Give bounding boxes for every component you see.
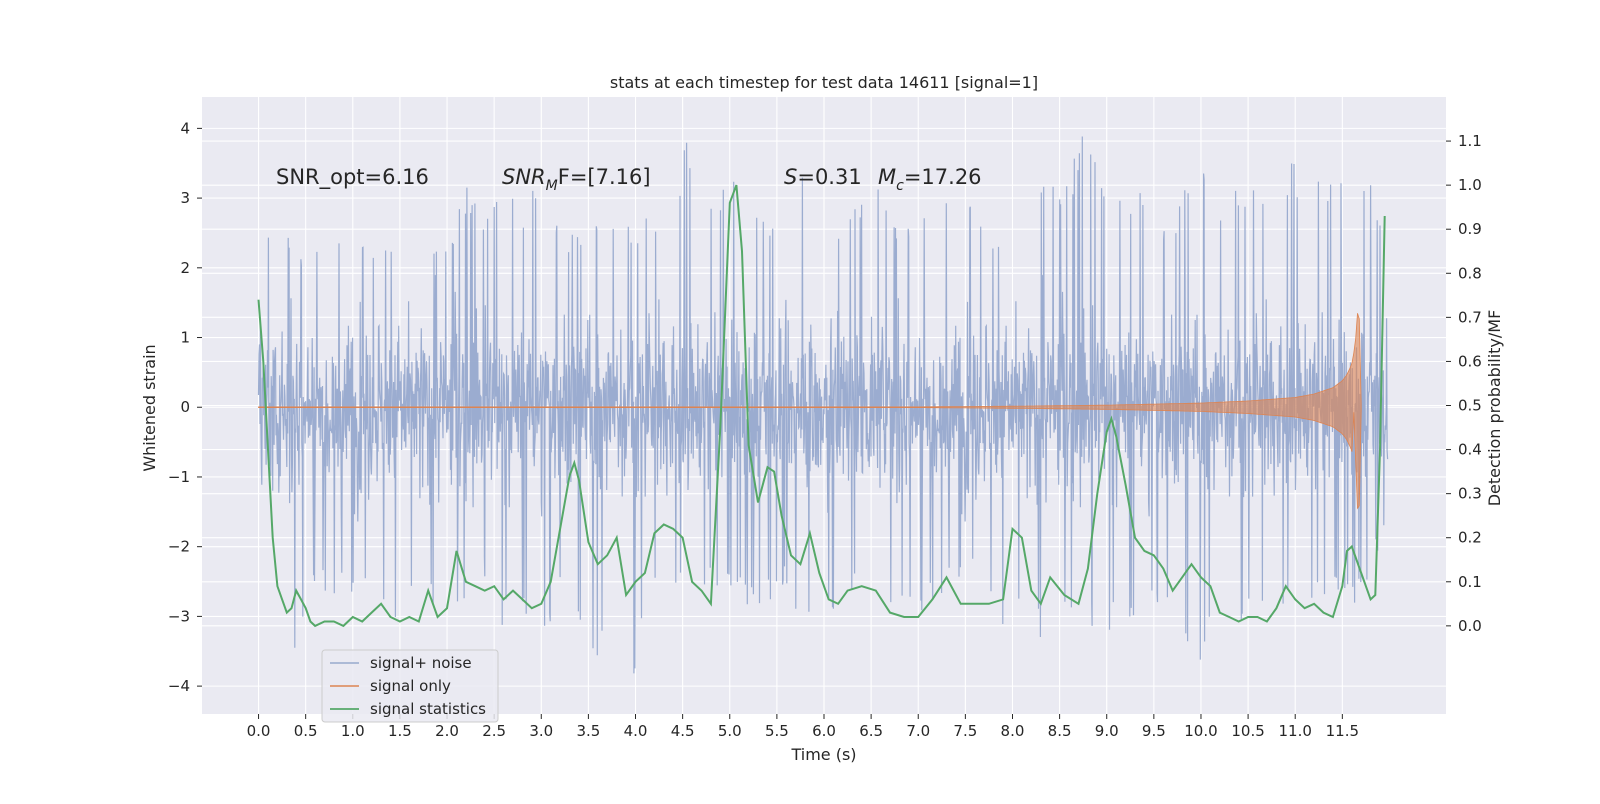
x-tick-label: 11.5 [1326,722,1359,740]
x-tick-label: 7.5 [953,722,977,740]
x-tick-label: 9.5 [1142,722,1166,740]
y-tick-label-left: −4 [168,677,190,695]
y-tick-label-right: 0.1 [1458,573,1482,591]
annotation-s-tail: =0.31 [797,165,861,189]
y-tick-label-right: 0.5 [1458,397,1482,415]
y-tick-label-right: 0.0 [1458,617,1482,635]
y-tick-label-right: 0.3 [1458,485,1482,503]
y-tick-label-left: 2 [180,259,190,277]
x-tick-label: 6.0 [812,722,836,740]
x-tick-label: 8.0 [1001,722,1025,740]
annotation-mc-main: M [878,165,896,189]
x-tick-label: 2.5 [482,722,506,740]
x-tick-label: 10.5 [1231,722,1264,740]
y-tick-label-left: 0 [180,398,190,416]
y-tick-label-left: 3 [180,189,190,207]
x-tick-label: 4.5 [671,722,695,740]
x-tick-label: 0.0 [247,722,271,740]
y-axis-label-left: Whitened strain [140,344,159,471]
annotation-snr-mf-main: SNR [502,165,546,189]
chart-title: stats at each timestep for test data 146… [610,73,1038,92]
x-tick-label: 3.5 [576,722,600,740]
annotation-s: S=0.31 [784,165,862,189]
y-tick-label-left: 1 [180,329,190,347]
y-tick-label-right: 1.0 [1458,176,1482,194]
x-tick-label: 10.0 [1184,722,1217,740]
legend: signal+ noise signal only signal statist… [322,650,498,722]
annotation-snr-opt: SNR_opt=6.16 [276,165,429,190]
y-tick-label-left: 4 [180,119,190,137]
y-tick-label-right: 0.4 [1458,441,1482,459]
y-tick-label-right: 0.6 [1458,352,1482,370]
legend-label-signal-statistics: signal statistics [370,700,486,718]
annotation-snr-mf-sub: M [546,178,558,194]
y-axis-label-right: Detection probability/MF [1485,310,1504,507]
y-tick-label-right: 0.7 [1458,308,1482,326]
x-tick-label: 1.0 [341,722,365,740]
x-tick-label: 8.5 [1048,722,1072,740]
legend-label-signal-only: signal only [370,677,451,695]
y-tick-label-right: 0.2 [1458,529,1482,547]
y-tick-label-left: −1 [168,468,190,486]
annotation-s-main: S [784,165,797,189]
x-tick-label: 1.5 [388,722,412,740]
x-tick-label: 2.0 [435,722,459,740]
y-tick-label-right: 1.1 [1458,132,1482,150]
x-tick-label: 3.0 [529,722,553,740]
y-tick-label-right: 0.9 [1458,220,1482,238]
x-tick-label: 7.0 [906,722,930,740]
y-tick-label-left: −2 [168,538,190,556]
x-tick-label: 4.0 [624,722,648,740]
x-axis-label: Time (s) [790,745,856,764]
x-tick-label: 0.5 [294,722,318,740]
x-tick-label: 6.5 [859,722,883,740]
y-tick-label-right: 0.8 [1458,264,1482,282]
x-tick-label: 9.0 [1095,722,1119,740]
annotation-snr-mf-tail: F=[7.16] [558,165,651,189]
y-tick-label-left: −3 [168,607,190,625]
annotation-mc-tail: =17.26 [904,165,982,189]
legend-label-signal-noise: signal+ noise [370,654,472,672]
x-tick-label: 5.0 [718,722,742,740]
x-tick-label: 11.0 [1279,722,1312,740]
x-tick-label: 5.5 [765,722,789,740]
